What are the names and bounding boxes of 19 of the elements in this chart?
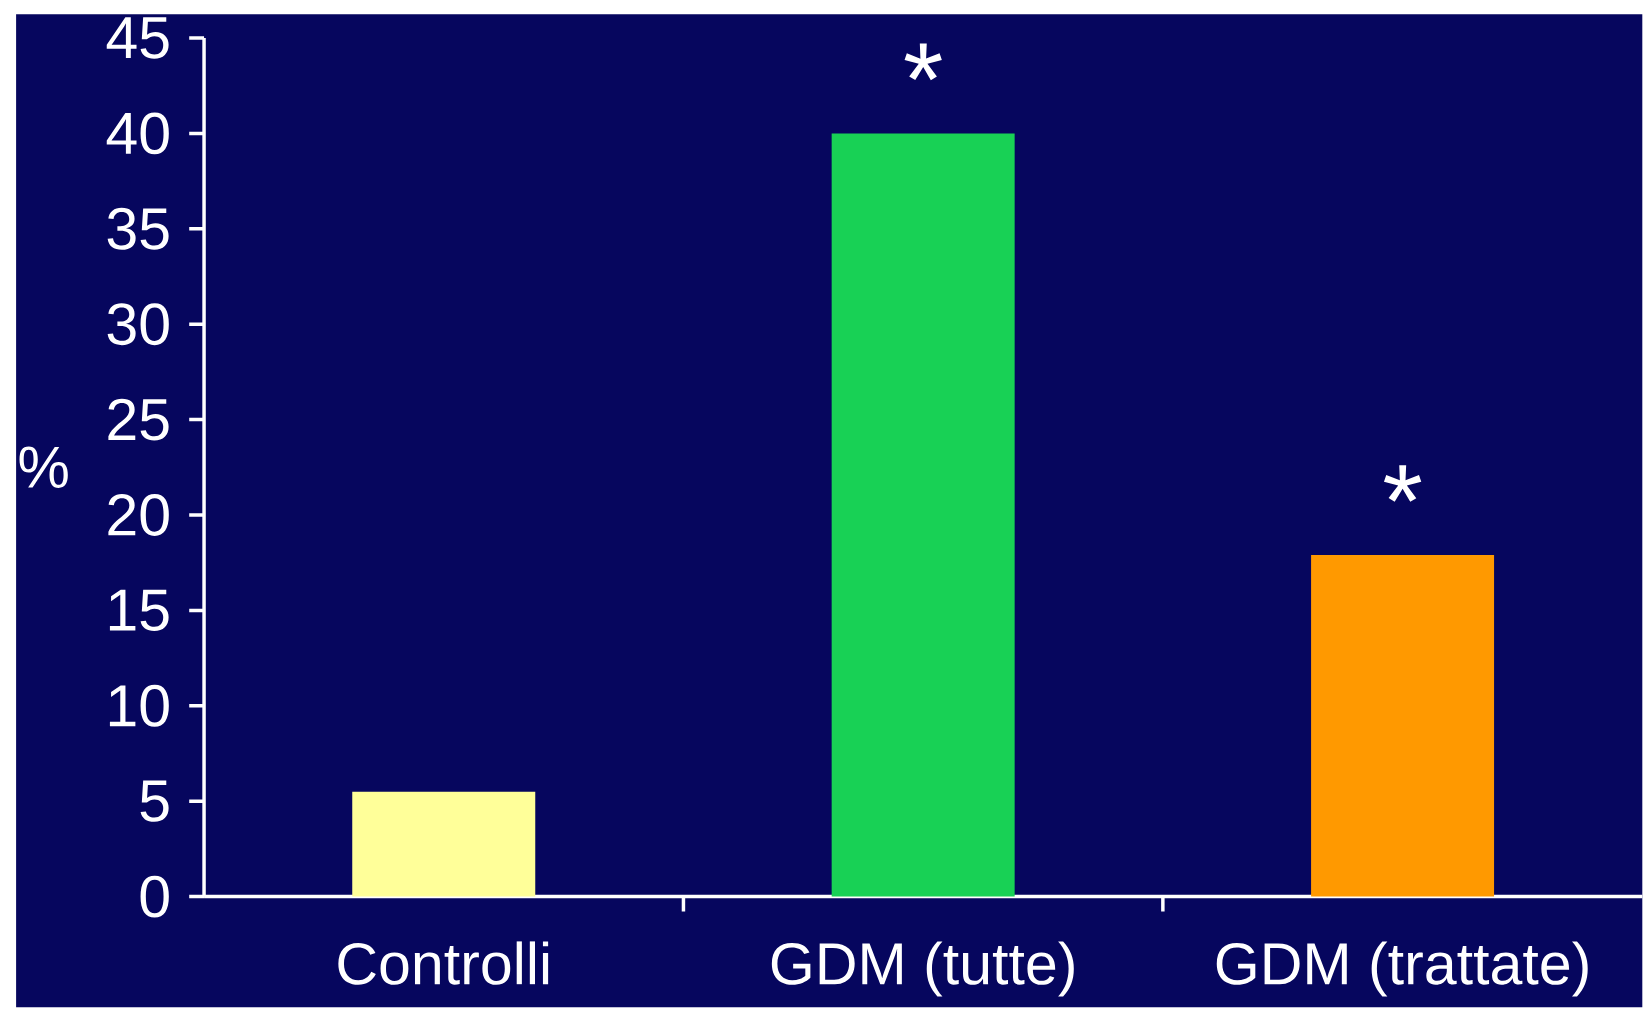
- x-tick-label: Controlli: [338, 941, 549, 985]
- y-tick-label: 30: [107, 303, 169, 346]
- annotation: *: [904, 43, 942, 81]
- annotation: *: [1383, 465, 1422, 502]
- bar: [831, 133, 1015, 897]
- y-tick-label: 25: [108, 398, 169, 441]
- y-tick-label: 40: [106, 112, 169, 155]
- y-tick-label: 35: [107, 207, 169, 250]
- x-tick-label: GDM (tutte): [771, 941, 1074, 997]
- y-tick-label: 10: [109, 684, 169, 727]
- y-tick-label: 15: [109, 589, 169, 632]
- x-tick-label: GDM (trattate): [1216, 941, 1588, 997]
- y-tick-label: 0: [140, 875, 169, 918]
- y-tick-label: 45: [106, 17, 169, 59]
- y-axis-title: %: [19, 446, 68, 489]
- y-tick-label: 20: [108, 494, 169, 537]
- y-tick-label: 5: [140, 780, 169, 822]
- bar: [1311, 555, 1495, 897]
- bar: [352, 791, 536, 897]
